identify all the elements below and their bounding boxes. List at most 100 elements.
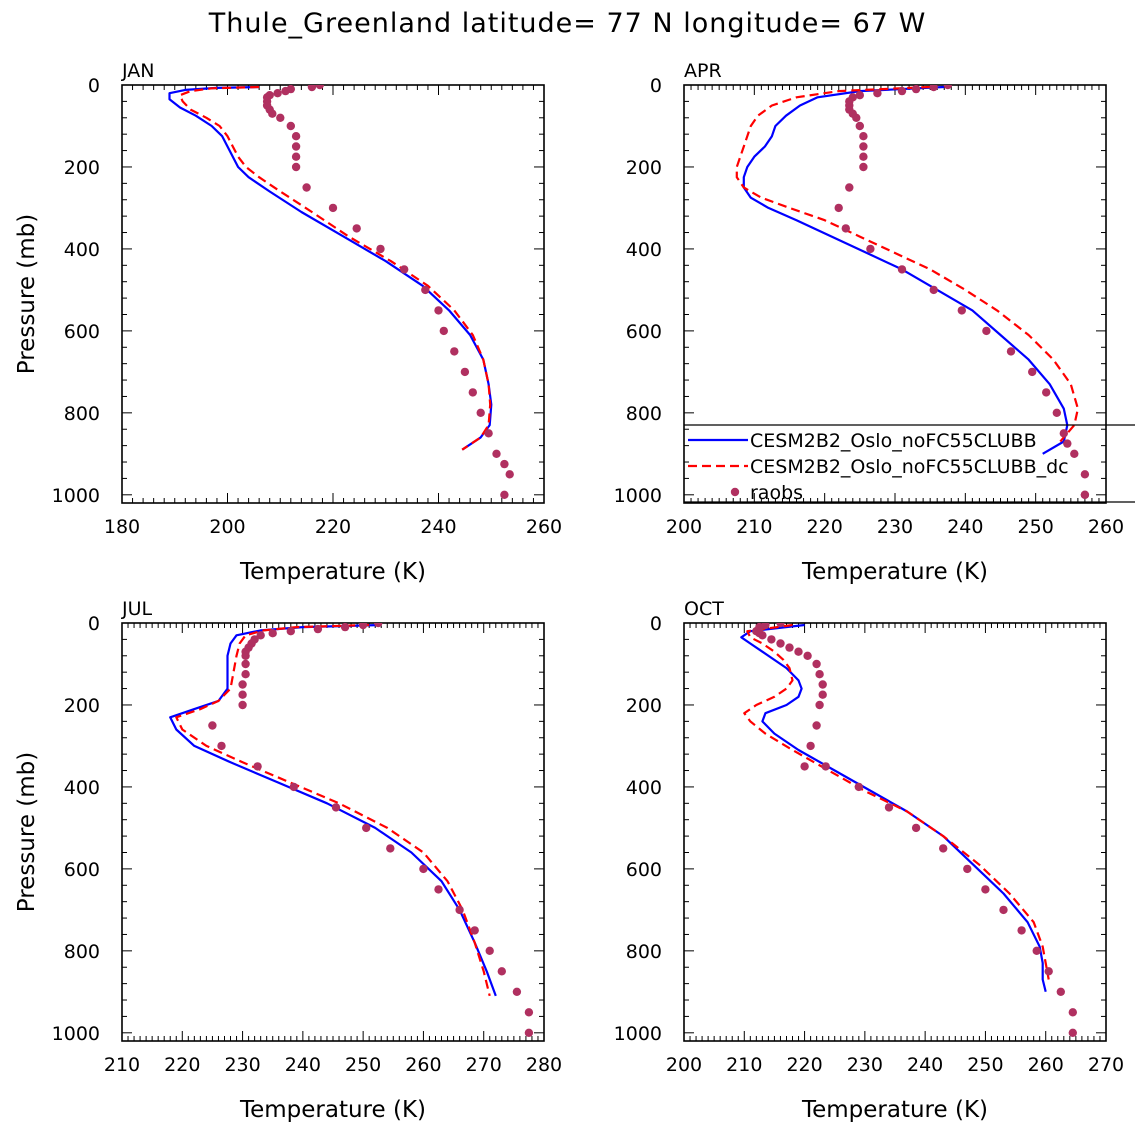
obs-point — [524, 1028, 534, 1038]
x-tick-label: 240 — [285, 1054, 321, 1076]
x-tick-label: 250 — [967, 1054, 1003, 1076]
obs-point — [421, 285, 430, 295]
obs-point — [524, 1008, 534, 1017]
obs-point — [854, 782, 863, 792]
obs-point — [1042, 388, 1051, 397]
obs-point — [1070, 449, 1079, 458]
legend-label: raobs — [750, 482, 803, 504]
y-axis-label: Pressure (mb) — [14, 752, 40, 912]
series-line-solid — [742, 85, 1069, 455]
series-line-solid — [168, 85, 493, 451]
y-tick-label: 600 — [64, 321, 100, 343]
y-tick-label: 600 — [64, 859, 100, 881]
obs-point — [1044, 967, 1053, 976]
obs-point — [834, 203, 843, 213]
plot-frame — [121, 84, 545, 504]
x-tick-label: 210 — [726, 1054, 762, 1076]
obs-point — [512, 987, 522, 996]
y-tick-label: 0 — [88, 613, 100, 635]
obs-point — [806, 741, 815, 751]
x-tick-label: 180 — [104, 516, 140, 538]
obs-point — [767, 635, 776, 644]
obs-point — [434, 306, 443, 315]
obs-point — [758, 631, 767, 640]
obs-point — [897, 86, 907, 96]
y-tick-label: 800 — [626, 941, 662, 963]
x-tick-label: 260 — [526, 516, 562, 538]
obs-point — [217, 741, 226, 751]
x-tick-label: 250 — [1018, 516, 1054, 538]
obs-point — [929, 85, 938, 92]
y-tick-label: 200 — [64, 157, 100, 179]
y-tick-label: 0 — [650, 75, 662, 97]
x-tick-label: 240 — [947, 516, 983, 538]
obs-point — [957, 306, 966, 315]
y-tick-label: 800 — [626, 403, 662, 425]
obs-point — [286, 627, 295, 636]
obs-point — [1080, 490, 1090, 499]
obs-point — [315, 85, 324, 90]
obs-point — [276, 113, 285, 123]
obs-point — [302, 183, 311, 192]
x-tick-label: 230 — [877, 516, 913, 538]
obs-point — [1028, 367, 1037, 377]
obs-point — [419, 864, 428, 874]
obs-point — [1032, 946, 1041, 955]
obs-point — [460, 367, 470, 377]
obs-point — [999, 905, 1008, 915]
panels-layer: JAN 180 200 220 240 260 0 200 400 600 800 1000 Tempe… — [14, 60, 1124, 1123]
obs-point — [815, 700, 824, 710]
obs-point — [470, 926, 479, 935]
obs-point — [505, 470, 514, 479]
x-tick-label: 270 — [1088, 1054, 1124, 1076]
x-axis-label: Temperature (K) — [801, 1097, 988, 1123]
y-axis-label: Pressure (mb) — [14, 214, 40, 374]
obs-point — [884, 803, 894, 812]
obs-point — [1017, 926, 1026, 935]
obs-point — [845, 183, 854, 192]
y-tick-label: 0 — [88, 75, 100, 97]
x-tick-label: 220 — [164, 1054, 200, 1076]
obs-point — [794, 647, 803, 656]
obs-point — [492, 449, 501, 458]
series-line-dashed — [743, 623, 1050, 980]
obs-point — [241, 659, 250, 669]
panel-oct: OCT 200 210 220 230 240 250 260 270 0 200 400 600 800… — [614, 598, 1124, 1123]
legend-label: CESM2B2_Oslo_noFC55CLUBB_dc — [750, 456, 1069, 478]
obs-point — [841, 224, 850, 233]
obs-point — [859, 152, 868, 161]
y-tick-label: 200 — [64, 695, 100, 717]
obs-point — [866, 244, 875, 254]
obs-point — [776, 623, 785, 628]
series-layer — [168, 85, 514, 499]
obs-point — [818, 690, 827, 699]
y-tick-label: 800 — [64, 941, 100, 963]
obs-point — [859, 132, 868, 141]
x-axis-label: Temperature (K) — [239, 1097, 426, 1123]
obs-point — [859, 142, 868, 151]
obs-point — [268, 629, 277, 638]
obs-point — [812, 721, 821, 730]
obs-point — [1056, 987, 1066, 996]
obs-point — [281, 86, 290, 96]
obs-point — [241, 651, 250, 660]
plot-frame — [121, 622, 545, 1042]
y-tick-label: 400 — [626, 239, 662, 261]
obs-point — [362, 823, 371, 833]
obs-point — [352, 224, 361, 233]
obs-point — [291, 132, 301, 141]
x-tick-label: 260 — [1088, 516, 1124, 538]
series-line-dashed — [178, 85, 492, 451]
obs-point — [484, 429, 493, 438]
obs-point — [340, 623, 350, 632]
series-line-dashed — [175, 623, 491, 997]
series-line-dashed — [735, 85, 1080, 443]
x-tick-label: 270 — [466, 1054, 502, 1076]
x-tick-label: 250 — [345, 1054, 381, 1076]
obs-point — [855, 121, 864, 131]
x-tick-label: 210 — [104, 1054, 140, 1076]
obs-point — [468, 388, 477, 397]
panel-jul: JUL 210 220 230 240 250 260 270 280 0 200 400 600 800… — [14, 598, 562, 1123]
series-layer — [735, 85, 1090, 499]
panel-title: JAN — [121, 60, 154, 82]
